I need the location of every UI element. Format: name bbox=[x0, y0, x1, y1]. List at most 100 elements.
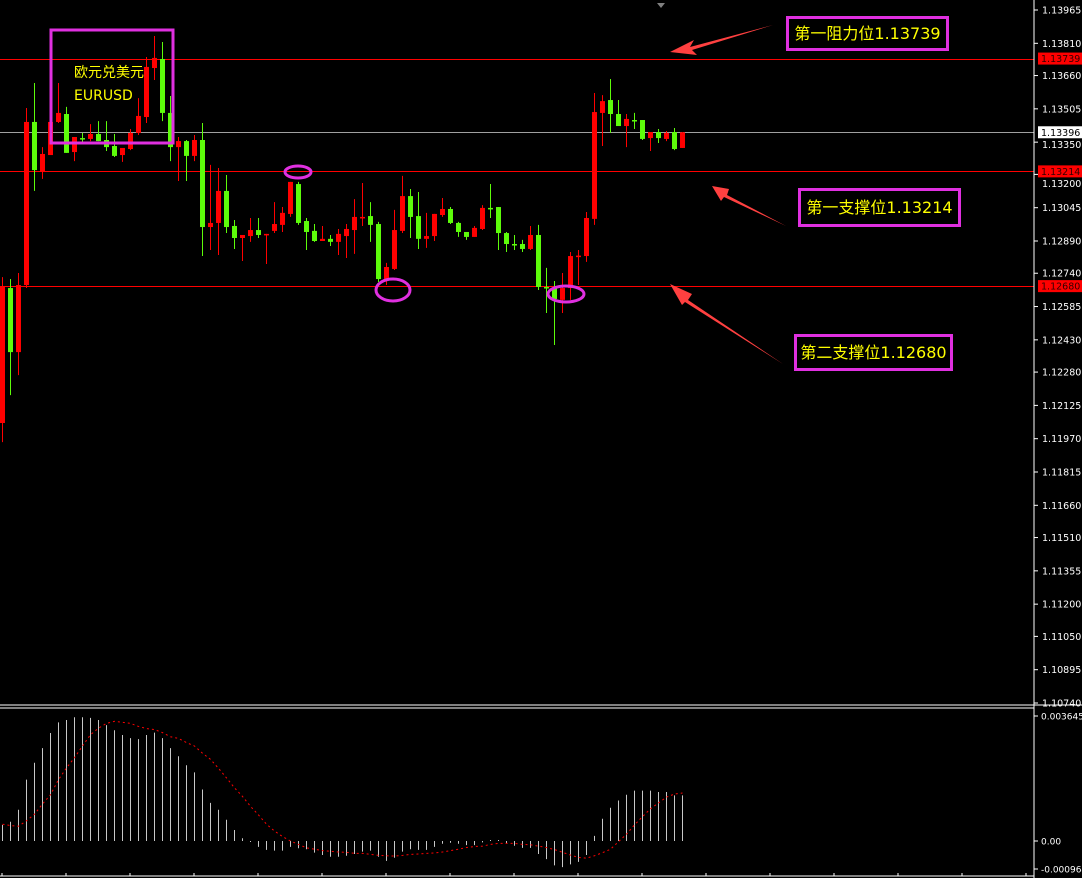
candle bbox=[192, 135, 197, 162]
candle bbox=[616, 100, 621, 127]
candle-body bbox=[392, 230, 397, 269]
candle-body bbox=[400, 196, 405, 231]
candle bbox=[200, 123, 205, 257]
arrow-icon bbox=[670, 25, 773, 55]
candle bbox=[544, 267, 549, 313]
macd-tick-label: 0.003645 bbox=[1041, 713, 1082, 723]
candle-body bbox=[512, 244, 517, 246]
candle-body bbox=[496, 207, 501, 234]
candle bbox=[120, 147, 125, 162]
candle bbox=[320, 225, 325, 241]
candle bbox=[304, 218, 309, 251]
level-price-tag: 1.12680 bbox=[1041, 282, 1080, 293]
candle-body bbox=[288, 181, 293, 214]
candle-body bbox=[248, 230, 253, 237]
candle bbox=[264, 233, 269, 264]
candle bbox=[312, 224, 317, 242]
candle bbox=[296, 181, 301, 225]
candle-body bbox=[144, 66, 149, 118]
candle-body bbox=[136, 115, 141, 133]
candle-body bbox=[568, 256, 573, 289]
candle bbox=[0, 277, 5, 443]
candle-body bbox=[528, 234, 533, 249]
candle-body bbox=[264, 233, 269, 236]
current-price-tag: 1.13396 bbox=[1041, 128, 1080, 139]
price-tick-label: 1.11815 bbox=[1042, 468, 1081, 479]
candle-body bbox=[24, 121, 29, 286]
price-tick-label: 1.11050 bbox=[1042, 632, 1081, 643]
annotation-shapes bbox=[49, 3, 786, 364]
candle bbox=[248, 218, 253, 242]
candle-body bbox=[32, 121, 37, 171]
candle-body bbox=[584, 218, 589, 257]
candle bbox=[112, 133, 117, 157]
candle bbox=[664, 130, 669, 142]
candle bbox=[104, 121, 109, 151]
candle-body bbox=[336, 233, 341, 242]
candle-body bbox=[72, 136, 77, 153]
candle bbox=[424, 212, 429, 248]
candle-body bbox=[216, 190, 221, 223]
candle bbox=[8, 279, 13, 396]
candle bbox=[504, 231, 509, 252]
candle-body bbox=[440, 208, 445, 215]
candle-body bbox=[224, 190, 229, 228]
candle-body bbox=[616, 114, 621, 127]
level-price-tag: 1.13214 bbox=[1041, 167, 1080, 178]
candle-body bbox=[608, 100, 613, 115]
candle bbox=[648, 132, 653, 151]
candle bbox=[440, 198, 445, 217]
candle-body bbox=[656, 132, 661, 139]
candle-body bbox=[64, 114, 69, 153]
price-tick-label: 1.12430 bbox=[1042, 335, 1081, 346]
candle-body bbox=[472, 227, 477, 237]
price-tick-label: 1.11200 bbox=[1042, 600, 1081, 611]
candle bbox=[528, 225, 533, 251]
candle-body bbox=[160, 58, 165, 113]
candle bbox=[184, 140, 189, 182]
candle-body bbox=[504, 233, 509, 245]
candle-body bbox=[456, 222, 461, 232]
candle-body bbox=[176, 141, 181, 148]
candle-body bbox=[368, 216, 373, 225]
candle bbox=[64, 106, 69, 153]
candle bbox=[240, 234, 245, 261]
macd-signal-line bbox=[2, 720, 683, 859]
price-tick-label: 1.11355 bbox=[1042, 566, 1081, 577]
candle bbox=[640, 120, 645, 141]
candle bbox=[32, 83, 37, 191]
instrument-box bbox=[49, 28, 175, 145]
candle bbox=[416, 192, 421, 249]
candle bbox=[16, 273, 21, 376]
candle bbox=[560, 273, 565, 313]
highlight-ellipse bbox=[283, 164, 313, 180]
macd-tick-label: 0.00 bbox=[1041, 838, 1061, 848]
candle-body bbox=[544, 286, 549, 289]
candle bbox=[400, 175, 405, 234]
candle-body bbox=[304, 221, 309, 232]
candle bbox=[656, 129, 661, 144]
candle bbox=[256, 218, 261, 238]
candle bbox=[176, 136, 181, 182]
candle bbox=[520, 239, 525, 252]
candle-body bbox=[408, 196, 413, 217]
candle bbox=[408, 188, 413, 238]
price-tick-label: 1.12740 bbox=[1042, 269, 1081, 280]
candle-body bbox=[416, 216, 421, 239]
scroll-marker-icon[interactable] bbox=[657, 3, 665, 8]
price-tick-label: 1.13350 bbox=[1042, 140, 1081, 151]
candle-body bbox=[592, 112, 597, 219]
candle-body bbox=[480, 207, 485, 229]
price-tick-label: 1.11970 bbox=[1042, 434, 1081, 445]
candle-body bbox=[352, 216, 357, 231]
price-tick-label: 1.11510 bbox=[1042, 533, 1081, 544]
candle-body bbox=[384, 267, 389, 280]
candle bbox=[216, 167, 221, 255]
candle-body bbox=[88, 133, 93, 139]
candle-body bbox=[184, 141, 189, 156]
candle-body bbox=[192, 140, 197, 156]
candle-body bbox=[664, 132, 669, 139]
candle bbox=[552, 280, 557, 346]
support2-label: 第二支撑位1.12680 bbox=[794, 334, 953, 371]
